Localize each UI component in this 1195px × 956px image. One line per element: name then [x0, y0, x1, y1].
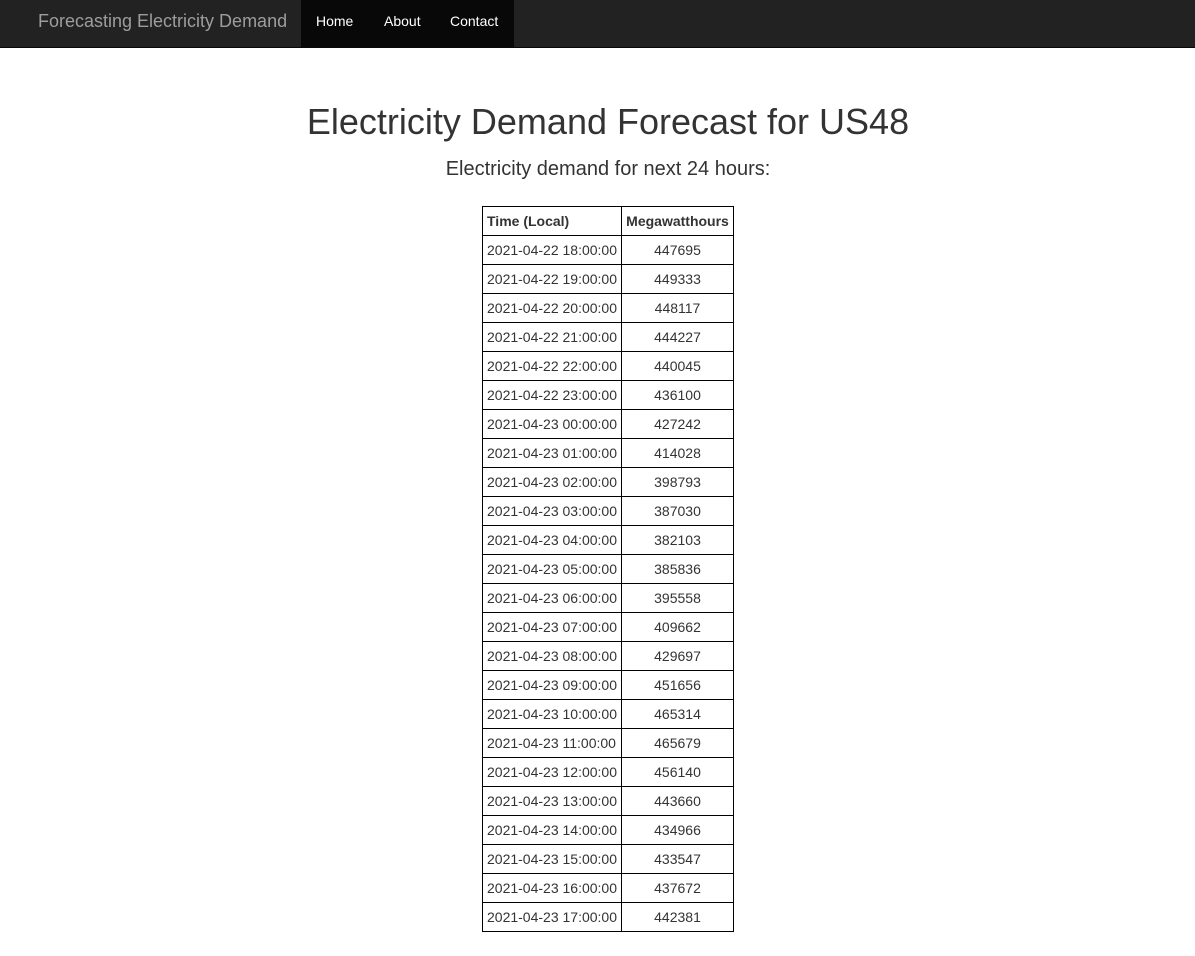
time-cell: 2021-04-22 21:00:00: [482, 322, 622, 352]
table-row: 2021-04-22 22:00:00 440045: [482, 351, 734, 381]
time-cell: 2021-04-23 09:00:00: [482, 670, 622, 700]
megawatthours-cell: 414028: [621, 438, 734, 468]
time-cell: 2021-04-23 02:00:00: [482, 467, 622, 497]
table-row: 2021-04-23 02:00:00 398793: [482, 467, 734, 497]
table-row: 2021-04-23 12:00:00 456140: [482, 757, 734, 787]
time-cell: 2021-04-23 06:00:00: [482, 583, 622, 613]
nav-links: Home About Contact: [301, 0, 514, 47]
megawatthours-cell: 385836: [621, 554, 734, 584]
time-cell: 2021-04-23 17:00:00: [482, 902, 622, 932]
megawatthours-cell: 427242: [621, 409, 734, 439]
demand-forecast-table: Time (Local) Megawatthours 2021-04-22 18…: [482, 206, 734, 932]
table-row: 2021-04-23 14:00:00 434966: [482, 815, 734, 845]
time-cell: 2021-04-23 05:00:00: [482, 554, 622, 584]
megawatthours-cell: 382103: [621, 525, 734, 555]
time-cell: 2021-04-23 01:00:00: [482, 438, 622, 468]
time-cell: 2021-04-23 13:00:00: [482, 786, 622, 816]
megawatthours-cell: 465314: [621, 699, 734, 729]
table-row: 2021-04-23 00:00:00 427242: [482, 409, 734, 439]
time-cell: 2021-04-23 04:00:00: [482, 525, 622, 555]
nav-contact-link[interactable]: Contact: [450, 13, 499, 29]
header-megawatthours: Megawatthours: [621, 206, 734, 236]
time-cell: 2021-04-23 08:00:00: [482, 641, 622, 671]
table-row: 2021-04-22 19:00:00 449333: [482, 264, 734, 294]
table-row: 2021-04-23 16:00:00 437672: [482, 873, 734, 903]
time-cell: 2021-04-23 11:00:00: [482, 728, 622, 758]
table-row: 2021-04-23 08:00:00 429697: [482, 641, 734, 671]
megawatthours-cell: 451656: [621, 670, 734, 700]
megawatthours-cell: 387030: [621, 496, 734, 526]
nav-about-link[interactable]: About: [384, 13, 421, 29]
page-title: Electricity Demand Forecast for US48: [306, 101, 910, 142]
megawatthours-cell: 409662: [621, 612, 734, 642]
megawatthours-cell: 434966: [621, 815, 734, 845]
table-row: 2021-04-23 17:00:00 442381: [482, 902, 734, 932]
page-subtitle: Electricity demand for next 24 hours:: [445, 158, 771, 180]
time-cell: 2021-04-22 20:00:00: [482, 293, 622, 323]
nav-home-link[interactable]: Home: [316, 13, 354, 29]
megawatthours-cell: 436100: [621, 380, 734, 410]
table-row: 2021-04-22 21:00:00 444227: [482, 322, 734, 352]
megawatthours-cell: 447695: [621, 235, 734, 265]
megawatthours-cell: 437672: [621, 873, 734, 903]
brand-link[interactable]: Forecasting Electricity Demand: [38, 11, 288, 31]
table-row: 2021-04-23 03:00:00 387030: [482, 496, 734, 526]
table-row: 2021-04-23 15:00:00 433547: [482, 844, 734, 874]
time-cell: 2021-04-22 23:00:00: [482, 380, 622, 410]
time-cell: 2021-04-23 03:00:00: [482, 496, 622, 526]
time-cell: 2021-04-23 10:00:00: [482, 699, 622, 729]
table-row: 2021-04-22 20:00:00 448117: [482, 293, 734, 323]
megawatthours-cell: 429697: [621, 641, 734, 671]
megawatthours-cell: 433547: [621, 844, 734, 874]
table-row: 2021-04-23 07:00:00 409662: [482, 612, 734, 642]
time-cell: 2021-04-23 15:00:00: [482, 844, 622, 874]
table-row: 2021-04-23 05:00:00 385836: [482, 554, 734, 584]
top-navbar: Forecasting Electricity Demand Home Abou…: [0, 0, 1195, 48]
table-row: 2021-04-23 13:00:00 443660: [482, 786, 734, 816]
table-row: 2021-04-22 18:00:00 447695: [482, 235, 734, 265]
table-row: 2021-04-23 11:00:00 465679: [482, 728, 734, 758]
table-header-row: Time (Local) Megawatthours: [482, 206, 734, 236]
time-cell: 2021-04-22 19:00:00: [482, 264, 622, 294]
megawatthours-cell: 395558: [621, 583, 734, 613]
table-row: 2021-04-23 06:00:00 395558: [482, 583, 734, 613]
time-cell: 2021-04-22 18:00:00: [482, 235, 622, 265]
table-row: 2021-04-23 04:00:00 382103: [482, 525, 734, 555]
table-body: 2021-04-22 18:00:00 447695 2021-04-22 19:0…: [482, 235, 734, 932]
time-cell: 2021-04-22 22:00:00: [482, 351, 622, 381]
time-cell: 2021-04-23 00:00:00: [482, 409, 622, 439]
time-cell: 2021-04-23 16:00:00: [482, 873, 622, 903]
header-time: Time (Local): [482, 206, 622, 236]
megawatthours-cell: 443660: [621, 786, 734, 816]
time-cell: 2021-04-23 12:00:00: [482, 757, 622, 787]
time-cell: 2021-04-23 07:00:00: [482, 612, 622, 642]
table-row: 2021-04-22 23:00:00 436100: [482, 380, 734, 410]
megawatthours-cell: 442381: [621, 902, 734, 932]
time-cell: 2021-04-23 14:00:00: [482, 815, 622, 845]
megawatthours-cell: 444227: [621, 322, 734, 352]
megawatthours-cell: 449333: [621, 264, 734, 294]
table-row: 2021-04-23 10:00:00 465314: [482, 699, 734, 729]
megawatthours-cell: 398793: [621, 467, 734, 497]
megawatthours-cell: 456140: [621, 757, 734, 787]
megawatthours-cell: 448117: [621, 293, 734, 323]
megawatthours-cell: 440045: [621, 351, 734, 381]
table-row: 2021-04-23 01:00:00 414028: [482, 438, 734, 468]
megawatthours-cell: 465679: [621, 728, 734, 758]
table-row: 2021-04-23 09:00:00 451656: [482, 670, 734, 700]
